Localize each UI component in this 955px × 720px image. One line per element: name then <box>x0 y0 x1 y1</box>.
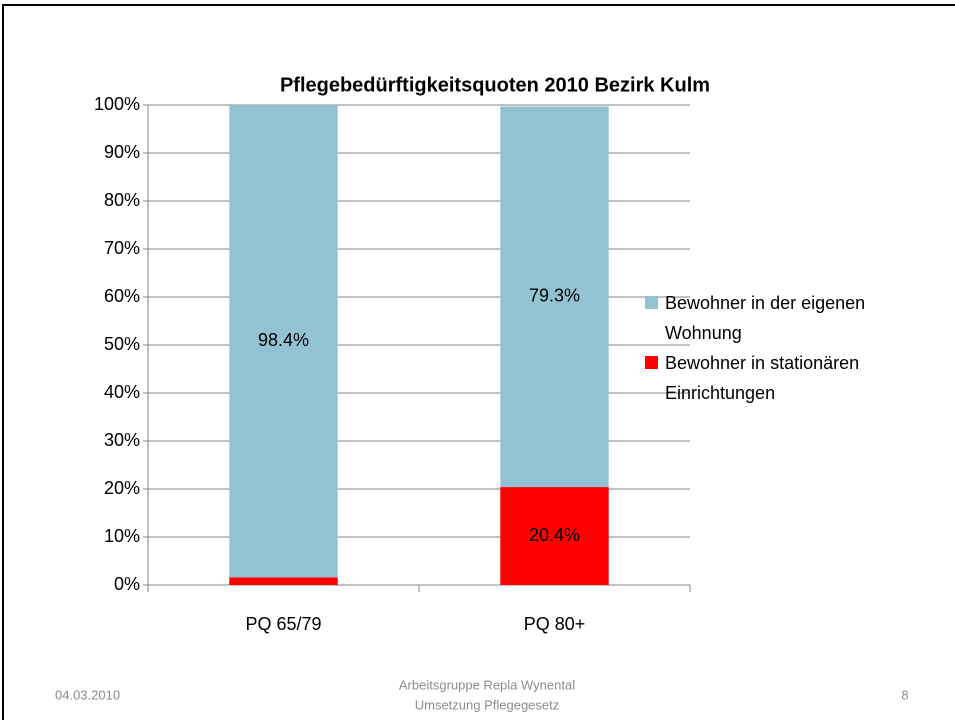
legend-label: Bewohner in der eigenen Wohnung <box>665 293 866 343</box>
y-tick-label: 50% <box>104 334 140 354</box>
legend-label: Bewohner in stationären Einrichtungen <box>665 353 860 403</box>
y-tick-label: 60% <box>104 286 140 306</box>
data-label: 20.4% <box>529 525 580 545</box>
y-tick-label: 0% <box>114 574 140 594</box>
y-tick-label: 70% <box>104 238 140 258</box>
bar-segment <box>229 577 338 585</box>
data-label: 98.4% <box>258 330 309 350</box>
x-tick-label: PQ 80+ <box>524 614 586 634</box>
y-tick-label: 20% <box>104 478 140 498</box>
y-tick-label: 80% <box>104 190 140 210</box>
bar-segment <box>229 105 338 578</box>
data-label: 79.3% <box>529 286 580 306</box>
y-tick-label: 30% <box>104 430 140 450</box>
footer-center: Arbeitsgruppe Repla Wynental <box>399 677 575 692</box>
y-tick-label: 40% <box>104 382 140 402</box>
bar-segment <box>500 487 609 585</box>
footer-center: Umsetzung Pflegegesetz <box>415 697 560 712</box>
legend-swatch <box>645 296 658 309</box>
footer-date: 04.03.2010 <box>55 687 120 702</box>
chart-title: Pflegebedürftigkeitsquoten 2010 Bezirk K… <box>280 74 710 96</box>
slide-border <box>2 4 955 720</box>
y-tick-label: 10% <box>104 526 140 546</box>
legend: Bewohner in der eigenen Wohnung Bewohner … <box>645 288 915 408</box>
legend-item: Bewohner in stationären Einrichtungen <box>645 348 915 408</box>
legend-swatch <box>645 356 658 369</box>
y-tick-label: 90% <box>104 142 140 162</box>
bar-segment <box>500 106 609 488</box>
legend-item: Bewohner in der eigenen Wohnung <box>645 288 915 348</box>
y-tick-label: 100% <box>94 94 140 114</box>
x-tick-label: PQ 65/79 <box>245 614 321 634</box>
page-number: 8 <box>901 687 908 702</box>
